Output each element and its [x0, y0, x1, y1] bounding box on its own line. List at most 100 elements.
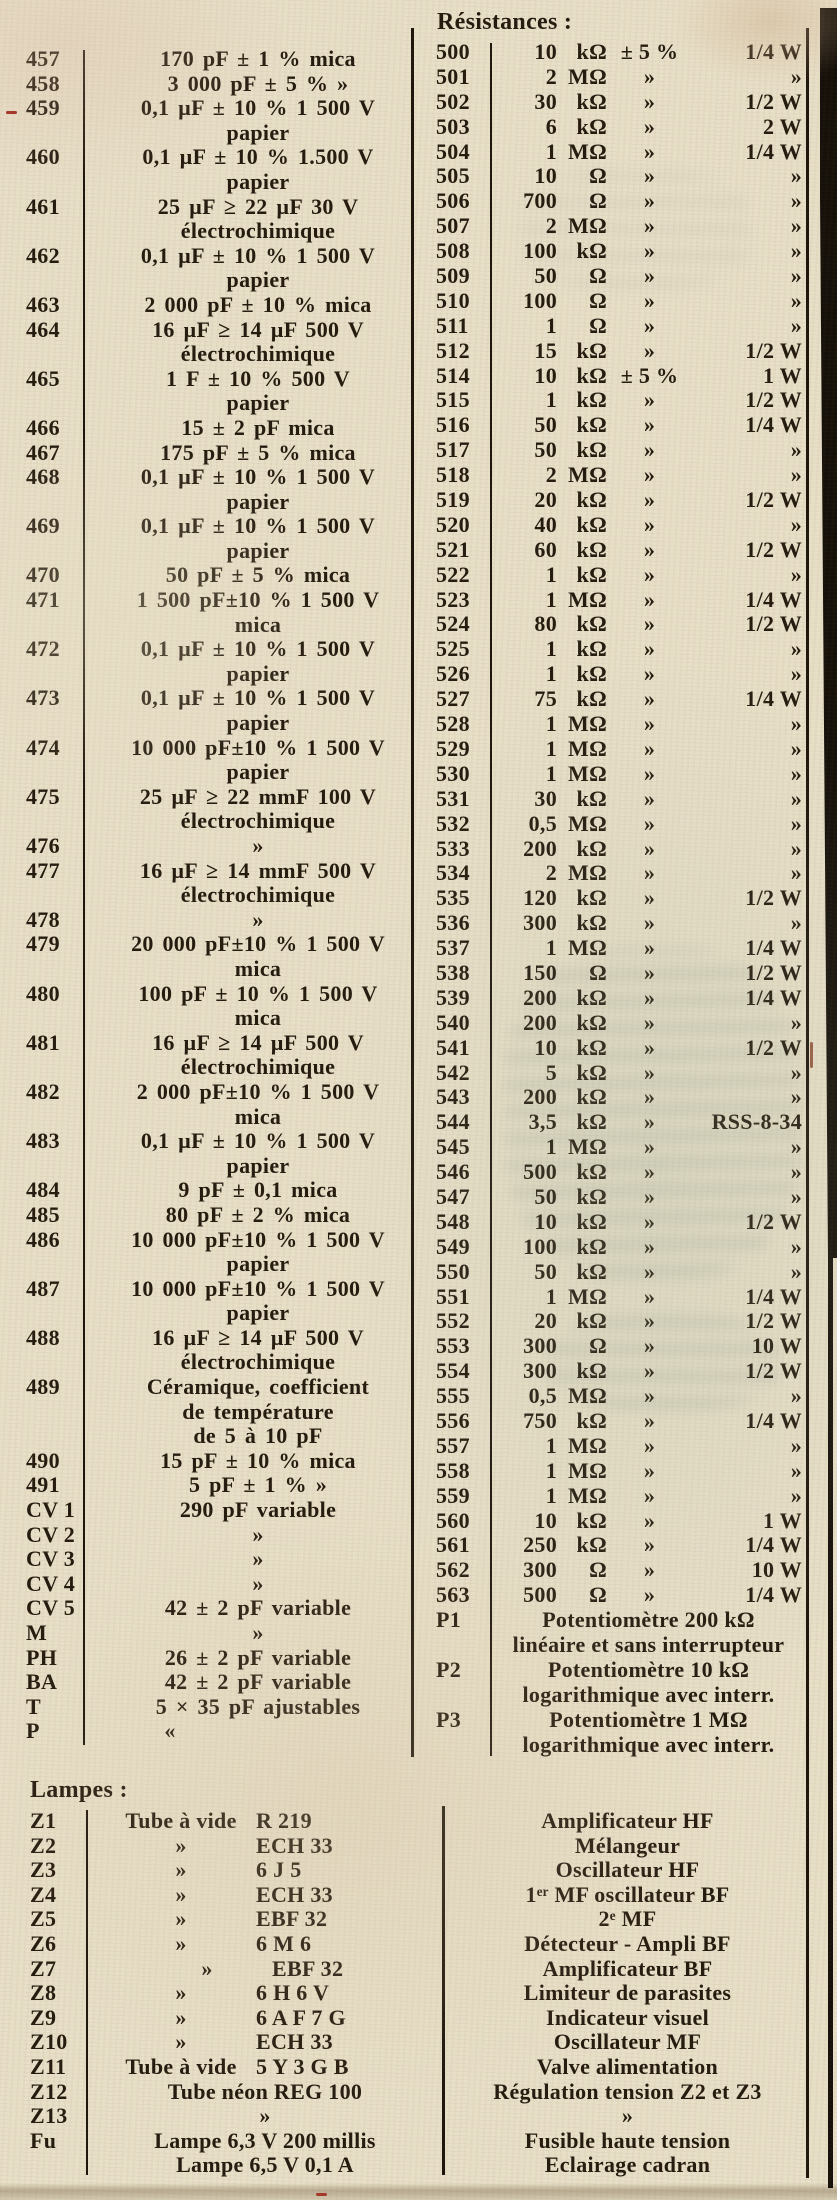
lampes-table: Z1 Tube à vide R 219 Z2 » ECH 33 Z3 » 6 J 5 Z4 » EC…	[22, 1808, 424, 2178]
resistance-power: 1/4 W	[745, 586, 802, 612]
component-ref: Z2	[30, 1832, 57, 1858]
component-ref: Z7	[30, 1955, 57, 1981]
resistance-power: 1/4 W	[745, 984, 802, 1010]
resistance-tolerance: »	[643, 238, 656, 264]
resistance-unit: Ω	[589, 1333, 607, 1359]
scan-artifact-mark	[810, 1042, 813, 1068]
component-ref: 515	[436, 387, 470, 413]
resistance-row: 538 150 Ω » 1/2 W	[434, 960, 806, 986]
resistance-power: 1 W	[762, 1507, 802, 1533]
resistance-tolerance: »	[643, 1109, 656, 1135]
potentiometre-spec: Potentiomètre 200 kΩ linéaire et sans int…	[491, 1607, 806, 1658]
resistance-unit: kΩ	[576, 661, 607, 687]
resistance-row: 555 0,5 MΩ » »	[434, 1383, 806, 1409]
component-spec: 2 000 pF ± 10 % mica	[88, 292, 414, 318]
component-spec: »	[88, 1620, 414, 1646]
resistance-unit: kΩ	[576, 835, 607, 861]
resistance-unit: kΩ	[576, 362, 607, 388]
component-ref: Z10	[30, 2029, 68, 2055]
resistance-value: 1	[545, 1283, 557, 1309]
resistance-unit: MΩ	[568, 1383, 607, 1409]
component-spec: 80 pF ± 2 % mica	[88, 1202, 414, 1228]
lampe-row: Z12 Tube néon REG 100	[22, 2079, 424, 2105]
resistance-power: 1/4 W	[745, 1407, 802, 1433]
spec-line: papier	[226, 1251, 290, 1277]
spec-line: papier	[226, 1152, 290, 1178]
resistance-unit: kΩ	[576, 636, 607, 662]
spec-line: 1 F ± 10 % 500 V	[166, 365, 350, 391]
resistance-row: 543 200 kΩ » »	[434, 1085, 806, 1110]
resistance-tolerance: »	[643, 810, 656, 836]
resistance-unit: kΩ	[576, 238, 607, 264]
spec-line: 16 µF ≥ 14 µF 500 V	[152, 316, 364, 342]
resistance-tolerance: »	[643, 213, 656, 239]
condensateur-row: CV 4 »	[22, 1571, 414, 1597]
component-ref: Z1	[30, 1808, 57, 1833]
spec-line: papier	[226, 488, 290, 514]
resistance-unit: Ω	[589, 287, 607, 313]
resistance-row: 540 200 kΩ » »	[434, 1009, 806, 1036]
component-ref: 468	[26, 464, 60, 490]
component-ref: 520	[436, 511, 470, 537]
component-ref: 517	[436, 437, 470, 463]
component-ref: 542	[436, 1059, 470, 1085]
scan-binding-bar	[820, 8, 837, 1258]
spec-line: 16 µF ≥ 14 µF 500 V	[152, 1029, 364, 1055]
spec-line: 0,1 µF ± 10 % 1 500 V	[140, 95, 376, 121]
condensateur-row: 490 15 pF ± 10 % mica	[22, 1447, 414, 1474]
component-spec: 170 pF ± 1 % mica	[88, 46, 414, 72]
component-ref: 531	[436, 785, 470, 811]
component-ref: 457	[26, 46, 60, 71]
spec-line: 3 000 pF ± 5 % »	[167, 70, 349, 96]
resistance-value: 50	[534, 1258, 557, 1284]
spec-line: mica	[234, 955, 282, 981]
spec-line: 16 µF ≥ 14 µF 500 V	[152, 1324, 364, 1350]
component-ref: 551	[436, 1283, 470, 1309]
resistance-tolerance: »	[643, 1134, 656, 1160]
resistance-power: 1/4 W	[745, 412, 802, 438]
spec-line: 42 ± 2 pF variable	[164, 1669, 352, 1695]
resistance-unit: kΩ	[576, 1233, 607, 1259]
component-ref: 545	[436, 1134, 470, 1160]
lampe-type: 5 Y 3 G B	[256, 2053, 349, 2079]
component-spec: 26 ± 2 pF variable	[88, 1645, 414, 1671]
resistance-row: 556 750 kΩ » 1/4 W	[434, 1407, 806, 1434]
lampe-kind: »	[201, 1955, 213, 1981]
spec-line: 15 pF ± 10 % mica	[160, 1447, 356, 1473]
resistance-value: 120	[523, 885, 557, 911]
resistance-unit: kΩ	[576, 1109, 607, 1135]
resistance-value: 15	[534, 337, 557, 363]
component-ref: 526	[436, 661, 470, 687]
component-spec: Céramique, coefficient de température de 5…	[88, 1374, 414, 1449]
resistance-unit: Ω	[589, 1582, 607, 1608]
resistance-value: 75	[534, 686, 557, 712]
resistance-row: 504 1 MΩ » 1/4 W	[434, 139, 806, 165]
resistance-tolerance: »	[643, 263, 656, 289]
component-ref: 532	[436, 810, 470, 836]
spec-line: 170 pF ± 1 % mica	[160, 46, 356, 71]
component-ref: 528	[436, 711, 470, 737]
resistance-power: »	[790, 1258, 802, 1284]
spec-line: Céramique, coefficient	[146, 1374, 370, 1400]
resistance-power: »	[790, 735, 802, 761]
component-ref: P3	[436, 1706, 462, 1732]
resistance-row: 528 1 MΩ » »	[434, 711, 806, 737]
component-ref: 464	[26, 316, 60, 342]
spec-line: 100 pF ± 10 % 1 500 V	[138, 980, 378, 1006]
resistance-tolerance: »	[643, 1183, 656, 1209]
resistance-tolerance: »	[643, 437, 656, 463]
component-ref: 462	[26, 242, 60, 268]
component-spec: 15 ± 2 pF mica	[88, 415, 414, 441]
resistance-value: 1	[545, 935, 557, 961]
spec-line: 0,1 µF ± 10 % 1 500 V	[140, 242, 376, 268]
lampe-kind: »	[175, 1857, 187, 1883]
component-ref: 556	[436, 1407, 470, 1433]
resistance-unit: kΩ	[576, 1009, 607, 1035]
resistance-tolerance: »	[643, 188, 656, 214]
